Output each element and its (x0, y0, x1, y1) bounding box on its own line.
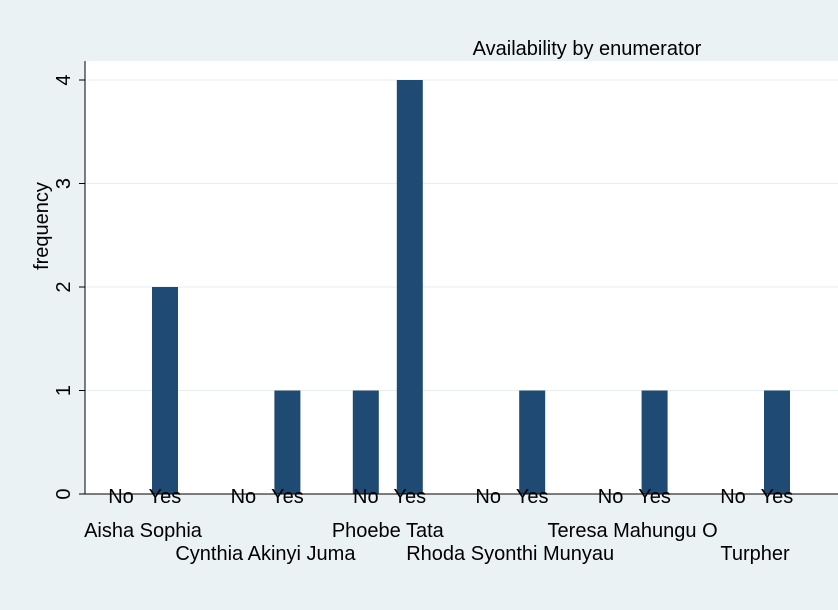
y-axis-label: frequency (31, 182, 53, 270)
x-category-label: Yes (761, 486, 794, 508)
chart-title: Availability by enumerator (473, 38, 702, 60)
bar (274, 390, 301, 494)
bars (152, 80, 790, 494)
x-category-label: Yes (393, 486, 426, 508)
y-axis-ticks: 0 1 2 3 4 (53, 74, 85, 500)
y-tick-label: 2 (53, 281, 75, 292)
bar (352, 390, 379, 494)
x-category-label: Yes (638, 486, 671, 508)
group-label: Aisha Sophia (84, 520, 203, 542)
group-label: Teresa Mahungu O (548, 520, 718, 542)
x-category-label: No (720, 486, 746, 508)
x-category-label: No (353, 486, 379, 508)
x-category-label: No (598, 486, 624, 508)
x-category-label: Yes (149, 486, 182, 508)
group-label: Phoebe Tata (332, 520, 445, 542)
x-category-label: Yes (516, 486, 549, 508)
y-tick-label: 0 (53, 488, 75, 499)
y-tick-label: 1 (53, 385, 75, 396)
bar (764, 390, 790, 494)
bar (396, 80, 423, 494)
bar (641, 390, 668, 494)
bar (519, 390, 546, 494)
group-label: Rhoda Syonthi Munyau (406, 543, 614, 565)
x-category-label: Yes (271, 486, 304, 508)
bar (152, 287, 178, 494)
x-category-label: No (231, 486, 257, 508)
gridlines (85, 79, 838, 391)
group-label: Cynthia Akinyi Juma (175, 543, 356, 565)
group-label: Turpher (720, 543, 790, 565)
x-category-label: No (475, 486, 501, 508)
plot-area (85, 61, 838, 494)
x-axis-labels: No Yes Aisha Sophia No Yes Cynthia Akinyi Jum… (84, 486, 793, 565)
y-tick-label: 4 (53, 74, 75, 85)
y-tick-label: 3 (53, 178, 75, 189)
x-category-label: No (108, 486, 134, 508)
